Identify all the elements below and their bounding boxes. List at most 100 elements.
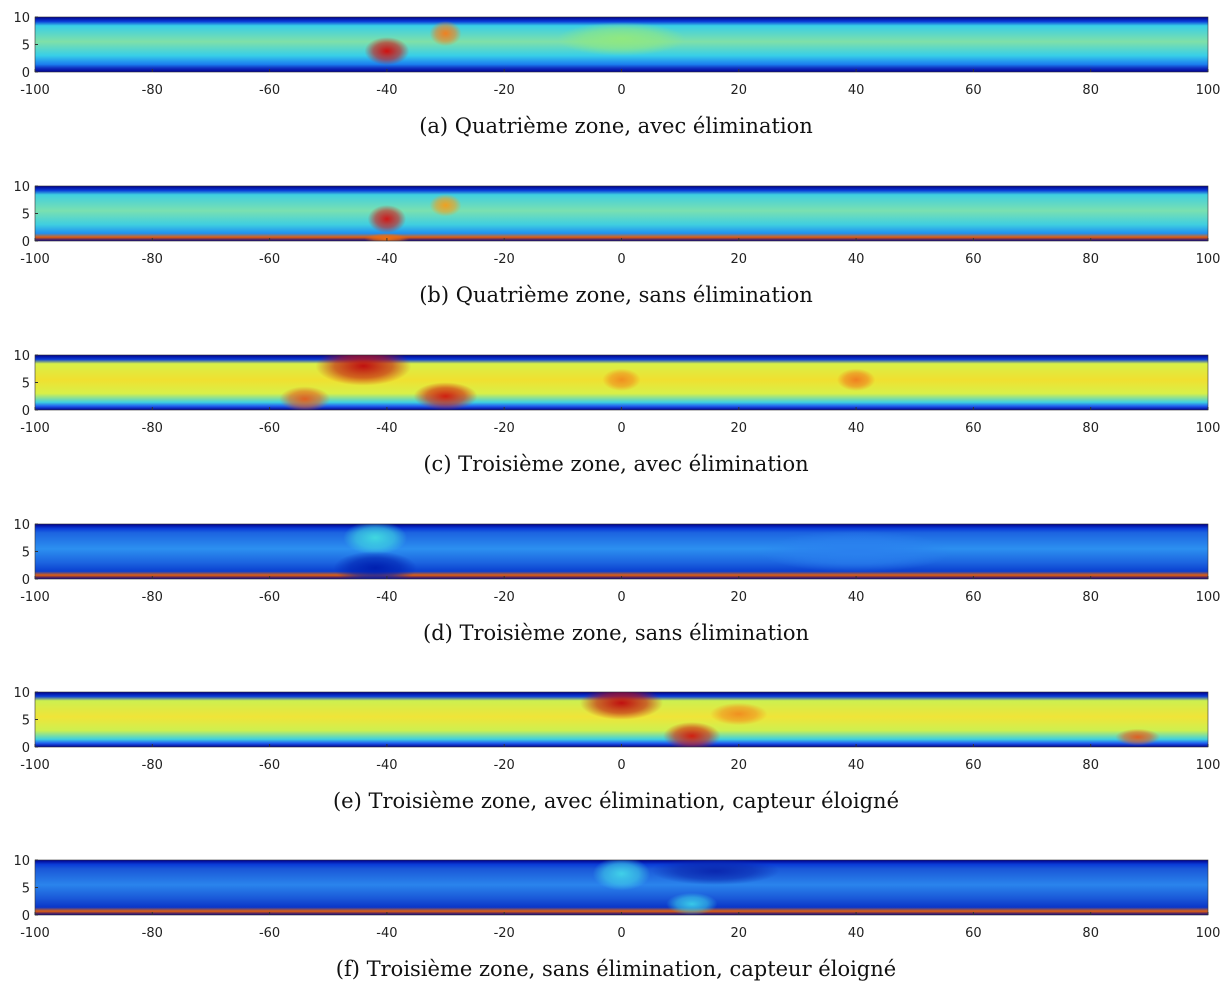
x-tick-label: -60 — [259, 926, 280, 941]
hot-spot — [579, 692, 664, 720]
x-tick-label: 100 — [1196, 421, 1221, 436]
hot-spot — [364, 37, 410, 66]
heatmap-texture — [279, 355, 876, 410]
x-tick-label: 20 — [731, 590, 748, 605]
x-tick-label: 80 — [1082, 83, 1099, 98]
x-tick-label: -40 — [376, 590, 397, 605]
x-tick-label: 0 — [617, 590, 625, 605]
x-tick-label: 100 — [1196, 926, 1221, 941]
caption: (a) Quatrième zone, avec élimination — [419, 114, 813, 138]
x-tick-label: -60 — [259, 83, 280, 98]
x-tick-label: -100 — [20, 758, 50, 773]
y-tick-label: 0 — [22, 404, 30, 419]
caption: (f) Troisième zone, sans élimination, ca… — [336, 957, 896, 981]
x-tick-label: 40 — [848, 83, 865, 98]
heatmap-texture — [364, 20, 686, 66]
x-tick-label: 20 — [731, 421, 748, 436]
x-tick-label: -100 — [20, 926, 50, 941]
x-tick-label: -20 — [494, 421, 515, 436]
caption: (e) Troisième zone, avec élimination, ca… — [333, 789, 899, 813]
x-tick-label: 40 — [848, 590, 865, 605]
y-tick-label: 5 — [22, 208, 30, 223]
x-tick-label: 60 — [965, 926, 982, 941]
x-tick-label: -60 — [259, 758, 280, 773]
x-tick-label: -80 — [142, 252, 163, 267]
x-tick-label: -80 — [142, 421, 163, 436]
x-tick-label: 0 — [617, 926, 625, 941]
x-tick-label: 20 — [731, 926, 748, 941]
x-tick-label: 60 — [965, 421, 982, 436]
x-tick-label: -20 — [494, 252, 515, 267]
x-tick-label: 80 — [1082, 758, 1099, 773]
x-tick-label: -60 — [259, 421, 280, 436]
caption: (c) Troisième zone, avec élimination — [423, 452, 808, 476]
x-tick-label: 100 — [1196, 590, 1221, 605]
x-tick-label: 0 — [617, 83, 625, 98]
x-tick-label: 40 — [848, 252, 865, 267]
y-tick-label: 10 — [13, 349, 30, 364]
hot-spot — [333, 551, 417, 579]
hot-spot — [429, 194, 462, 217]
hot-spot — [760, 530, 953, 573]
heatmap-background — [35, 524, 1208, 579]
hot-spot — [279, 386, 331, 410]
x-tick-label: -100 — [20, 590, 50, 605]
y-tick-label: 0 — [22, 741, 30, 756]
x-tick-label: 60 — [965, 83, 982, 98]
x-tick-label: 0 — [617, 252, 625, 267]
x-tick-label: 100 — [1196, 83, 1221, 98]
hot-spot — [557, 22, 686, 56]
x-tick-label: 60 — [965, 590, 982, 605]
x-tick-label: -20 — [494, 590, 515, 605]
y-tick-label: 0 — [22, 66, 30, 81]
hot-spot — [343, 524, 408, 555]
x-tick-label: 80 — [1082, 926, 1099, 941]
heatmap-texture — [579, 692, 1161, 747]
x-tick-label: -100 — [20, 421, 50, 436]
caption: (b) Quatrième zone, sans élimination — [419, 283, 813, 307]
y-tick-label: 10 — [13, 180, 30, 195]
y-tick-label: 5 — [22, 377, 30, 392]
heatmap-background — [35, 186, 1208, 241]
hot-spot — [367, 205, 407, 233]
hot-spot — [651, 860, 780, 885]
x-tick-label: 100 — [1196, 758, 1221, 773]
hot-spot — [429, 20, 462, 47]
hot-spot — [710, 702, 768, 726]
y-tick-label: 10 — [13, 686, 30, 701]
y-tick-label: 5 — [22, 882, 30, 897]
hot-spot — [592, 860, 651, 891]
x-tick-label: -40 — [376, 83, 397, 98]
x-tick-label: 0 — [617, 758, 625, 773]
x-tick-label: -80 — [142, 590, 163, 605]
x-tick-label: 40 — [848, 926, 865, 941]
hot-spot — [364, 233, 410, 241]
x-tick-label: 40 — [848, 758, 865, 773]
hot-spot — [836, 368, 876, 391]
x-tick-label: 20 — [731, 252, 748, 267]
x-tick-label: 80 — [1082, 252, 1099, 267]
x-tick-label: 80 — [1082, 590, 1099, 605]
x-tick-label: 60 — [965, 252, 982, 267]
x-tick-label: 40 — [848, 421, 865, 436]
hot-spot — [666, 892, 718, 915]
y-tick-label: 0 — [22, 909, 30, 924]
x-tick-label: -60 — [259, 252, 280, 267]
x-tick-label: -40 — [376, 758, 397, 773]
y-tick-label: 0 — [22, 573, 30, 588]
x-tick-label: -20 — [494, 83, 515, 98]
y-tick-label: 5 — [22, 39, 30, 54]
hot-spot — [315, 355, 412, 386]
x-tick-label: -20 — [494, 758, 515, 773]
x-tick-label: -60 — [259, 590, 280, 605]
x-tick-label: -40 — [376, 252, 397, 267]
y-tick-label: 0 — [22, 235, 30, 250]
x-tick-label: -100 — [20, 83, 50, 98]
heatmap-texture — [333, 524, 953, 579]
x-tick-label: -40 — [376, 421, 397, 436]
x-tick-label: -80 — [142, 926, 163, 941]
x-tick-label: -20 — [494, 926, 515, 941]
x-tick-label: -100 — [20, 252, 50, 267]
x-tick-label: 100 — [1196, 252, 1221, 267]
